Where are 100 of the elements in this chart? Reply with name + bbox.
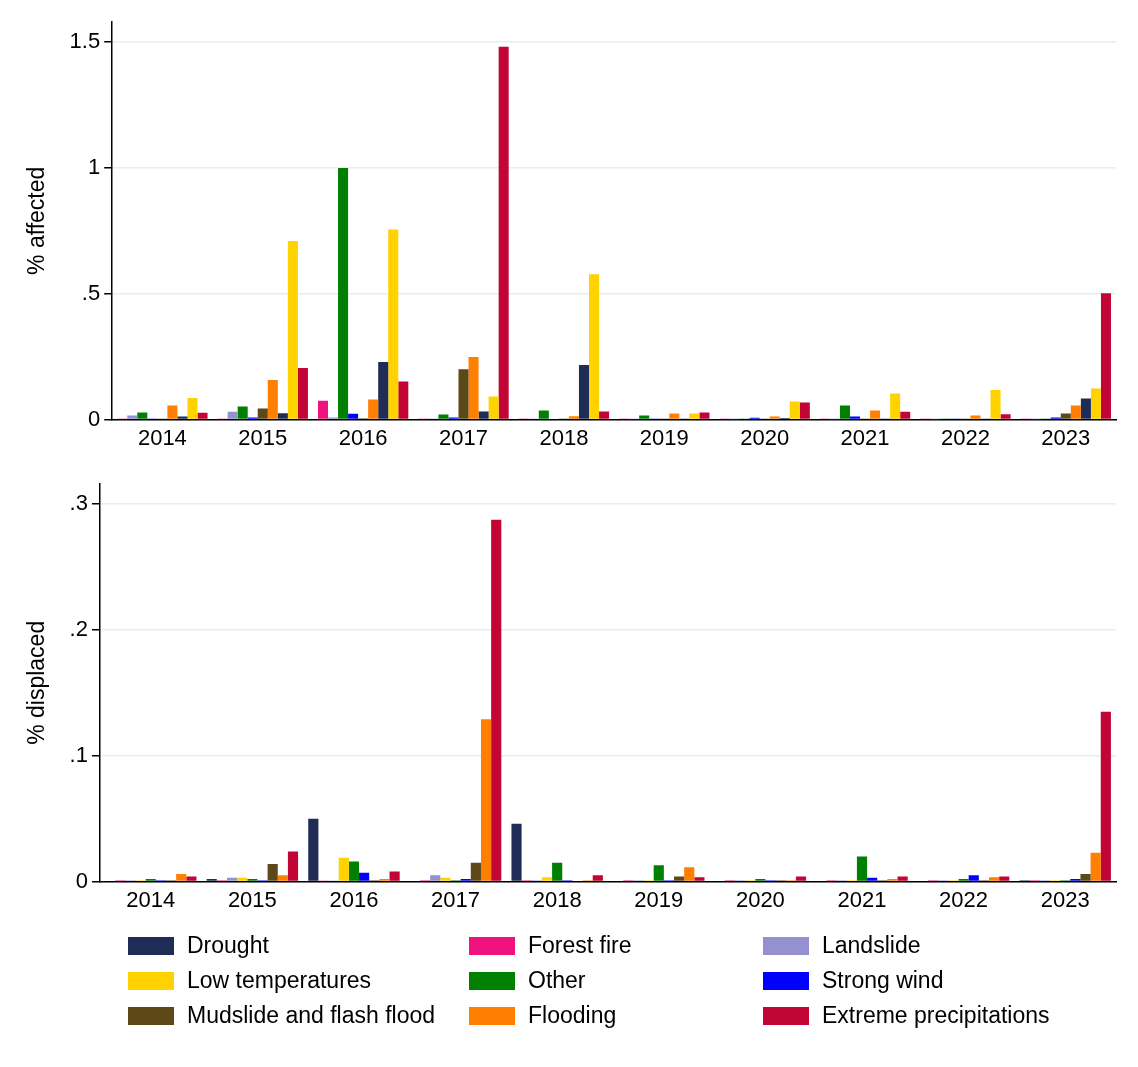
- bar: [430, 875, 441, 881]
- bar: [789, 401, 800, 419]
- y-axis-title: % affected: [23, 166, 50, 275]
- y-tick-label: .2: [69, 616, 88, 642]
- bar: [488, 396, 499, 419]
- bar: [257, 408, 268, 419]
- bar: [438, 414, 449, 419]
- bar: [694, 877, 705, 881]
- bar: [237, 877, 248, 881]
- bar: [568, 416, 579, 419]
- bar: [491, 519, 502, 881]
- x-tick-label: 2020: [735, 886, 785, 912]
- bar: [287, 240, 298, 419]
- bar: [498, 46, 509, 419]
- bar: [480, 719, 492, 881]
- bar: [389, 871, 400, 881]
- bar: [990, 389, 1001, 419]
- bar: [398, 381, 409, 419]
- x-tick-label: 2015: [238, 424, 288, 450]
- legend-label: Forest fire: [528, 932, 632, 959]
- y-tick-label: .5: [81, 279, 101, 305]
- bar: [669, 413, 680, 419]
- bar: [348, 861, 360, 881]
- legend-label: Landslide: [822, 932, 921, 959]
- bar: [1070, 405, 1081, 419]
- bar: [867, 877, 878, 881]
- bar: [440, 877, 451, 881]
- bar: [127, 415, 138, 419]
- bar: [1060, 413, 1071, 419]
- legend-label: Extreme precipitations: [822, 1002, 1050, 1029]
- y-tick-label: 0: [75, 867, 88, 893]
- bar: [1090, 388, 1101, 419]
- bar: [684, 867, 695, 881]
- bar: [267, 863, 278, 881]
- bar: [552, 862, 563, 881]
- bar: [187, 397, 198, 419]
- bar: [368, 399, 379, 419]
- bar: [226, 877, 238, 881]
- bar: [592, 875, 603, 881]
- bar: [988, 877, 1000, 881]
- bar: [799, 402, 810, 419]
- bar: [277, 875, 288, 881]
- bar: [388, 229, 399, 419]
- bar: [317, 400, 328, 419]
- bar: [589, 274, 600, 419]
- legend-label: Mudslide and flash flood: [187, 1002, 436, 1029]
- bar: [639, 415, 650, 419]
- x-tick-label: 2023: [1041, 424, 1091, 450]
- x-tick-label: 2015: [227, 886, 277, 912]
- y-tick-label: .3: [69, 490, 88, 516]
- x-tick-label: 2022: [940, 424, 990, 450]
- bar: [1080, 398, 1091, 419]
- bar: [900, 411, 911, 419]
- x-tick-label: 2019: [639, 424, 689, 450]
- bar: [970, 415, 981, 419]
- bar: [137, 412, 148, 419]
- bar: [699, 412, 710, 419]
- bar: [338, 167, 349, 419]
- legend-label: Low temperatures: [187, 967, 372, 994]
- y-tick-label: .1: [69, 741, 88, 767]
- bar: [897, 876, 908, 881]
- bar: [297, 368, 308, 419]
- bar: [1000, 414, 1011, 419]
- x-tick-label: 2016: [329, 886, 379, 912]
- bar: [308, 818, 319, 881]
- x-tick-label: 2017: [431, 886, 481, 912]
- bar: [478, 411, 489, 419]
- bar: [999, 876, 1010, 881]
- x-tick-label: 2014: [137, 424, 187, 450]
- y-axis-title: % displaced: [23, 620, 50, 745]
- x-tick-label: 2017: [439, 424, 488, 450]
- x-tick-label: 2021: [840, 424, 890, 450]
- x-tick-label: 2022: [939, 886, 989, 912]
- bar: [378, 361, 389, 419]
- x-tick-label: 2021: [837, 886, 887, 912]
- bar: [359, 872, 370, 881]
- bar: [870, 410, 881, 419]
- bar: [968, 875, 979, 881]
- bar: [1090, 852, 1101, 881]
- bar: [470, 862, 481, 881]
- bar: [458, 369, 469, 419]
- bar: [167, 405, 178, 419]
- bar: [890, 393, 901, 419]
- bar: [795, 876, 807, 881]
- bar: [653, 865, 664, 881]
- bar: [689, 413, 700, 419]
- bar: [1100, 293, 1111, 419]
- y-tick-label: 1: [87, 154, 101, 180]
- bar: [541, 877, 553, 881]
- bar: [468, 356, 479, 419]
- bar: [1100, 711, 1111, 881]
- x-tick-label: 2018: [539, 424, 589, 450]
- bar: [186, 876, 197, 881]
- legend-label: Strong wind: [822, 967, 944, 994]
- x-tick-label: 2014: [126, 886, 176, 912]
- bar: [277, 413, 288, 419]
- bar: [197, 412, 208, 419]
- bar: [176, 874, 187, 881]
- bar: [227, 411, 238, 419]
- bar: [856, 856, 868, 881]
